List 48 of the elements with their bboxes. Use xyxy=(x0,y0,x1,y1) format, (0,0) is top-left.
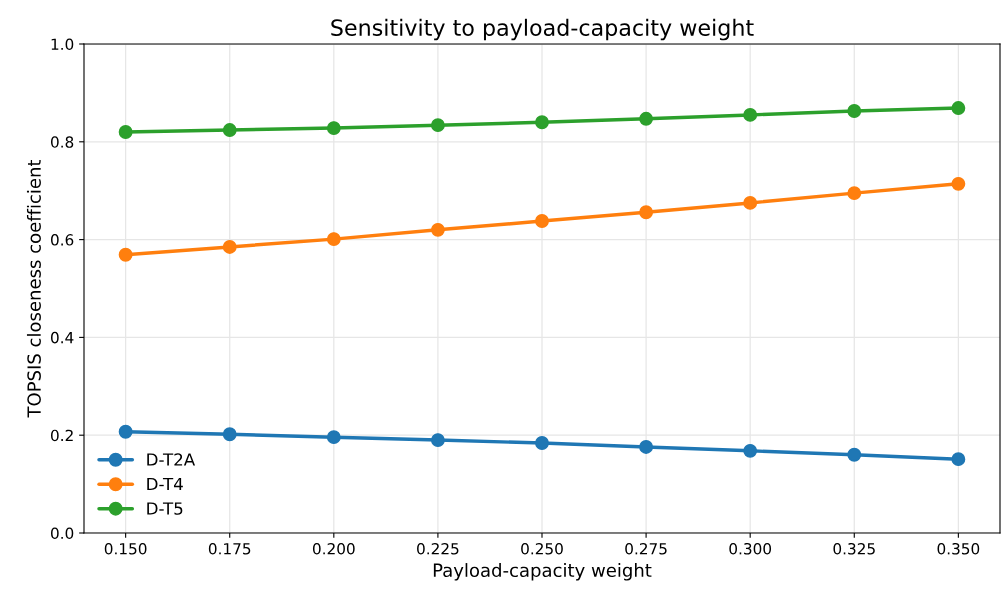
y-tick-label: 0.4 xyxy=(50,331,74,344)
point xyxy=(118,247,133,262)
y-tick-label: 0.6 xyxy=(50,234,74,246)
y-tick-label: 0.8 xyxy=(50,136,74,148)
point xyxy=(951,101,966,116)
x-tick-label: 0.275 xyxy=(625,542,667,555)
point xyxy=(639,205,654,220)
point xyxy=(430,222,445,237)
x-tick-label: 0.150 xyxy=(104,542,147,555)
x-tick-label: 0.175 xyxy=(208,542,251,555)
point xyxy=(118,424,133,439)
y-tick-label: 0.0 xyxy=(50,527,74,540)
legend-label: D-T2A xyxy=(147,453,196,466)
y-axis-title: TOPSIS closeness coefficient xyxy=(26,159,41,418)
x-tick-label: 0.250 xyxy=(521,542,563,555)
x-tick-label: 0.225 xyxy=(417,542,459,555)
point xyxy=(430,118,445,133)
point xyxy=(743,107,758,122)
point xyxy=(951,452,966,467)
point xyxy=(951,176,966,191)
point xyxy=(535,214,549,228)
point xyxy=(743,443,758,458)
legend-label: D-T5 xyxy=(147,502,183,515)
point xyxy=(847,104,862,118)
legend-label: D-T4 xyxy=(147,477,183,491)
point xyxy=(222,123,237,138)
y-tick-label: 0.2 xyxy=(50,429,73,442)
point xyxy=(326,430,341,445)
x-tick-label: 0.350 xyxy=(937,542,980,555)
x-tick-label: 0.325 xyxy=(833,542,875,555)
point xyxy=(222,239,237,254)
point xyxy=(639,439,654,454)
point xyxy=(326,232,341,247)
point xyxy=(743,195,758,210)
point xyxy=(326,121,341,136)
point xyxy=(847,447,862,462)
y-tick-label: 1.0 xyxy=(51,38,74,51)
chart-title: Sensitivity to payload-capacity weight xyxy=(331,18,754,41)
x-tick-label: 0.200 xyxy=(312,542,355,555)
point xyxy=(222,427,237,442)
point xyxy=(535,436,549,450)
point xyxy=(535,115,549,130)
point xyxy=(118,125,133,139)
x-axis-title: Payload-capacity weight xyxy=(433,563,652,581)
x-tick-label: 0.300 xyxy=(729,542,772,555)
point xyxy=(639,111,654,126)
point xyxy=(847,186,862,201)
point xyxy=(430,433,445,448)
